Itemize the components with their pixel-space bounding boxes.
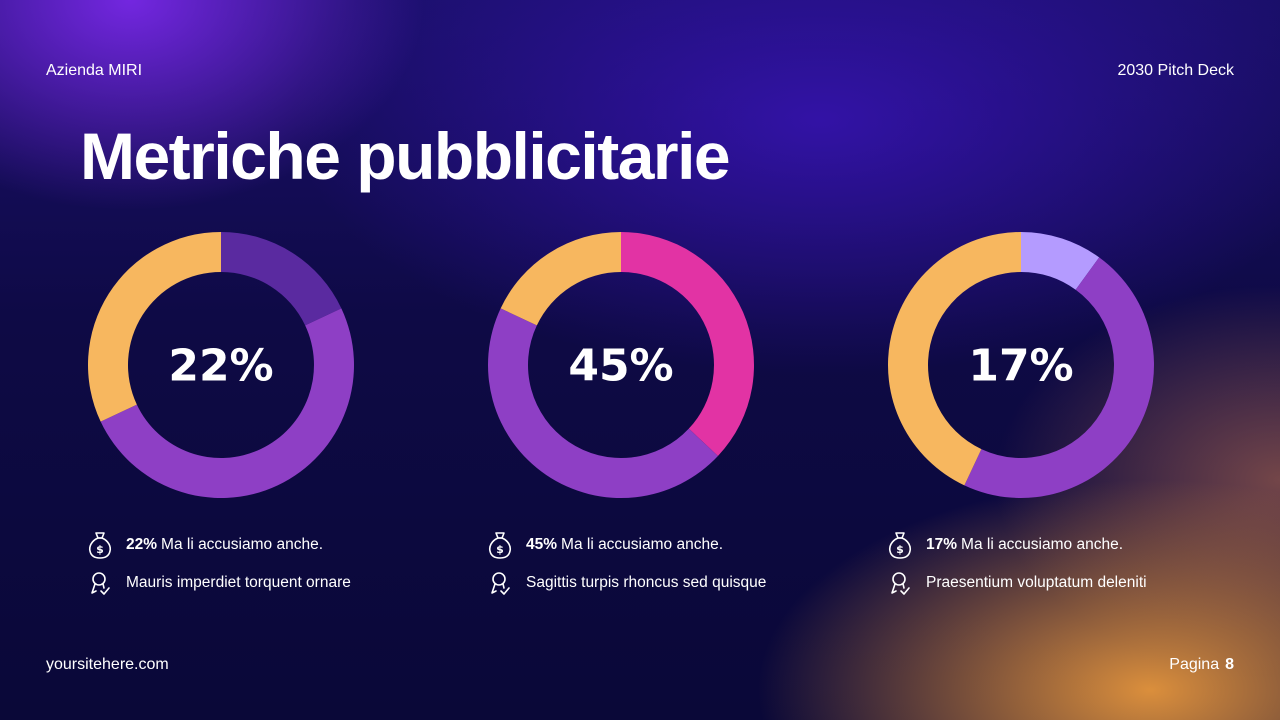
donut-chart-3: 17% $ 17% Ma li accusiamo anche. Praesen… [886,230,1156,595]
donut-slice-1 [621,232,754,457]
caption-sub: Praesentium voluptatum deleniti [886,568,1147,598]
caption-text: Ma li accusiamo anche. [161,536,323,553]
caption-subtext: Praesentium voluptatum deleniti [926,574,1147,591]
donut-slice-1 [221,232,342,326]
donut-slice-2 [964,257,1154,498]
donut-chart-svg: 45% [488,232,754,498]
company-name: Azienda MIRI [46,62,143,79]
svg-text:$: $ [896,543,904,556]
donut-slice-3 [500,232,621,326]
caption-metric: $ 17% Ma li accusiamo anche. [886,530,1123,560]
caption-sub: Mauris imperdiet torquent ornare [86,568,351,598]
caption-metric: $ 22% Ma li accusiamo anche. [86,530,323,560]
deck-name: 2030 Pitch Deck [1117,62,1234,79]
money-bag-icon: $ [486,530,514,560]
page-number: 8 [1225,656,1234,673]
donut-center-label: 17% [968,341,1073,392]
donut-slice-3 [87,232,221,422]
award-icon [86,568,114,598]
caption-subtext: Mauris imperdiet torquent ornare [126,574,351,591]
page-indicator: Pagina 8 [1169,656,1234,674]
caption-subtext: Sagittis turpis rhoncus sed quisque [526,574,767,591]
donut-chart-svg: 17% [888,232,1154,498]
caption-sub: Sagittis turpis rhoncus sed quisque [486,568,766,598]
award-icon [486,568,514,598]
page-label: Pagina [1169,656,1220,673]
caption-text: Ma li accusiamo anche. [561,536,723,553]
caption-value: 22% [126,536,158,553]
donut-chart-2: 45% $ 45% Ma li accusiamo anche. Sagitti… [486,230,766,595]
donut-center-label: 45% [568,341,673,392]
site-url: yoursitehere.com [46,656,169,673]
donut-center-label: 22% [168,341,273,392]
caption-value: 45% [526,536,558,553]
caption-text: Ma li accusiamo anche. [961,536,1123,553]
donut-slice-3 [888,232,1021,486]
award-icon [886,568,914,598]
page-title: Metriche pubblicitarie [80,119,731,193]
donut-slice-1 [1021,232,1100,290]
donut-slice-2 [100,308,354,498]
money-bag-icon: $ [886,530,914,560]
donut-chart-svg: 22% [87,232,354,498]
caption-metric: $ 45% Ma li accusiamo anche. [486,530,723,560]
svg-text:$: $ [496,543,504,556]
donut-slice-2 [488,308,718,498]
money-bag-icon: $ [86,530,114,560]
svg-text:$: $ [96,543,104,556]
donut-chart-1: 22% $ 22% Ma li accusiamo anche. Mauris … [86,230,356,595]
caption-value: 17% [926,536,958,553]
